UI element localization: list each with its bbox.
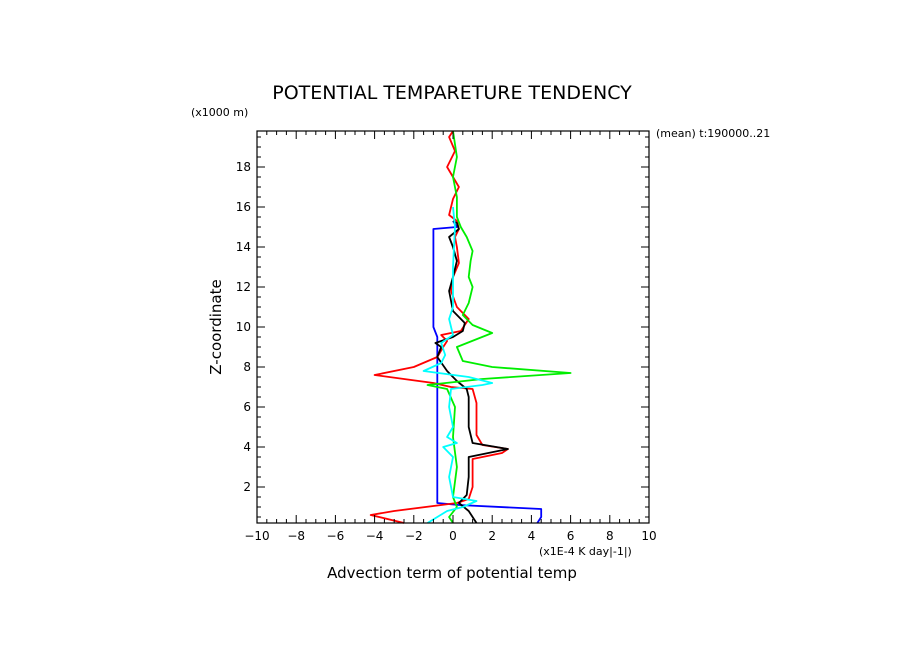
y-tick-label: 18: [236, 160, 251, 174]
y-tick-label: 12: [236, 280, 251, 294]
y-tick-label: 6: [243, 400, 251, 414]
y-unit-label: (x1000 m): [191, 106, 248, 119]
chart-title: POTENTIAL TEMPARETURE TENDENCY: [272, 82, 632, 104]
axes-layer: −10 −8 −6 −4 −2 0 2 4 6 8 10 2 4 6 8 10 12 14 16 18: [236, 130, 657, 543]
series-layer: [369, 130, 572, 524]
series-line-4: [426, 130, 572, 524]
series-line-2: [369, 130, 509, 524]
series-line-5: [422, 206, 494, 524]
y-tick-label: 10: [236, 320, 251, 334]
x-tick-label: −8: [287, 529, 305, 543]
x-tick-label: −10: [244, 529, 269, 543]
x-tick-label: 0: [449, 529, 457, 543]
series-line-1: [432, 220, 543, 524]
series-line-3: [434, 220, 509, 524]
x-tick-label: 2: [488, 529, 496, 543]
x-tick-label: −4: [366, 529, 384, 543]
x-unit-label: (x1E-4 K day|-1|): [539, 545, 632, 558]
y-tick-label: 16: [236, 200, 251, 214]
x-axis-label: Advection term of potential temp: [327, 564, 577, 582]
x-tick-label: −2: [405, 529, 423, 543]
x-tick-label: 8: [606, 529, 614, 543]
y-tick-label: 4: [243, 440, 251, 454]
y-axis-label: Z-coordinate: [207, 279, 225, 374]
x-tick-label: 4: [528, 529, 536, 543]
x-tick-label: 10: [641, 529, 656, 543]
plot-frame: [256, 130, 650, 524]
y-tick-label: 14: [236, 240, 251, 254]
x-tick-label: −6: [327, 529, 345, 543]
x-tick-label: 6: [567, 529, 575, 543]
y-tick-label: 2: [243, 480, 251, 494]
y-tick-label: 8: [243, 360, 251, 374]
mean-annotation: (mean) t:190000..21: [656, 127, 770, 140]
